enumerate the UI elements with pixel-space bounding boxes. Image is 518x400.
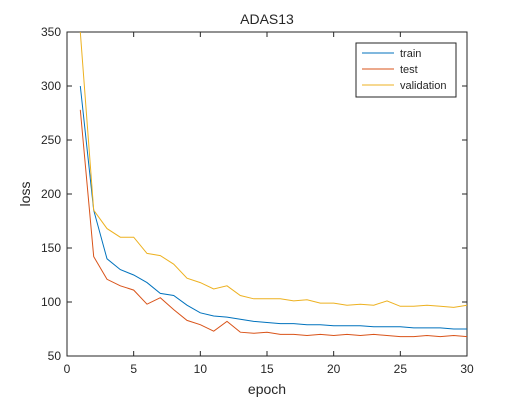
series-line-train xyxy=(79,85,467,330)
x-tick-label-4: 20 xyxy=(327,362,341,376)
y-tick-label-4: 250 xyxy=(41,133,61,147)
y-axis: 50 100 150 200 250 300 350 xyxy=(41,25,467,363)
y-tick-label-2: 150 xyxy=(41,241,61,255)
x-tick-label-0: 0 xyxy=(64,362,71,376)
y-tick-label-5: 300 xyxy=(41,79,61,93)
legend-label-train: train xyxy=(400,48,421,60)
x-tick-label-6: 30 xyxy=(460,362,474,376)
legend-label-test: test xyxy=(400,64,418,76)
legend-box xyxy=(355,42,457,98)
x-tick-label-1: 5 xyxy=(130,362,137,376)
chart-title: ADAS13 xyxy=(240,11,294,27)
series-layer xyxy=(79,31,468,338)
x-tick-label-5: 25 xyxy=(394,362,408,376)
x-axis-label: epoch xyxy=(248,381,286,397)
y-tick-label-3: 200 xyxy=(41,187,61,201)
y-axis-label: loss xyxy=(17,182,33,207)
legend-label-validation: validation xyxy=(400,80,446,92)
x-tick-label-3: 15 xyxy=(260,362,274,376)
y-tick-label-1: 100 xyxy=(41,295,61,309)
y-tick-label-6: 350 xyxy=(41,25,61,39)
series-line-validation xyxy=(79,31,468,308)
y-tick-label-0: 50 xyxy=(48,349,62,363)
series-line-test xyxy=(79,109,468,338)
x-tick-label-2: 10 xyxy=(194,362,208,376)
x-axis: 0 5 10 15 20 25 30 xyxy=(64,32,474,376)
legend: train test validation xyxy=(355,42,457,98)
